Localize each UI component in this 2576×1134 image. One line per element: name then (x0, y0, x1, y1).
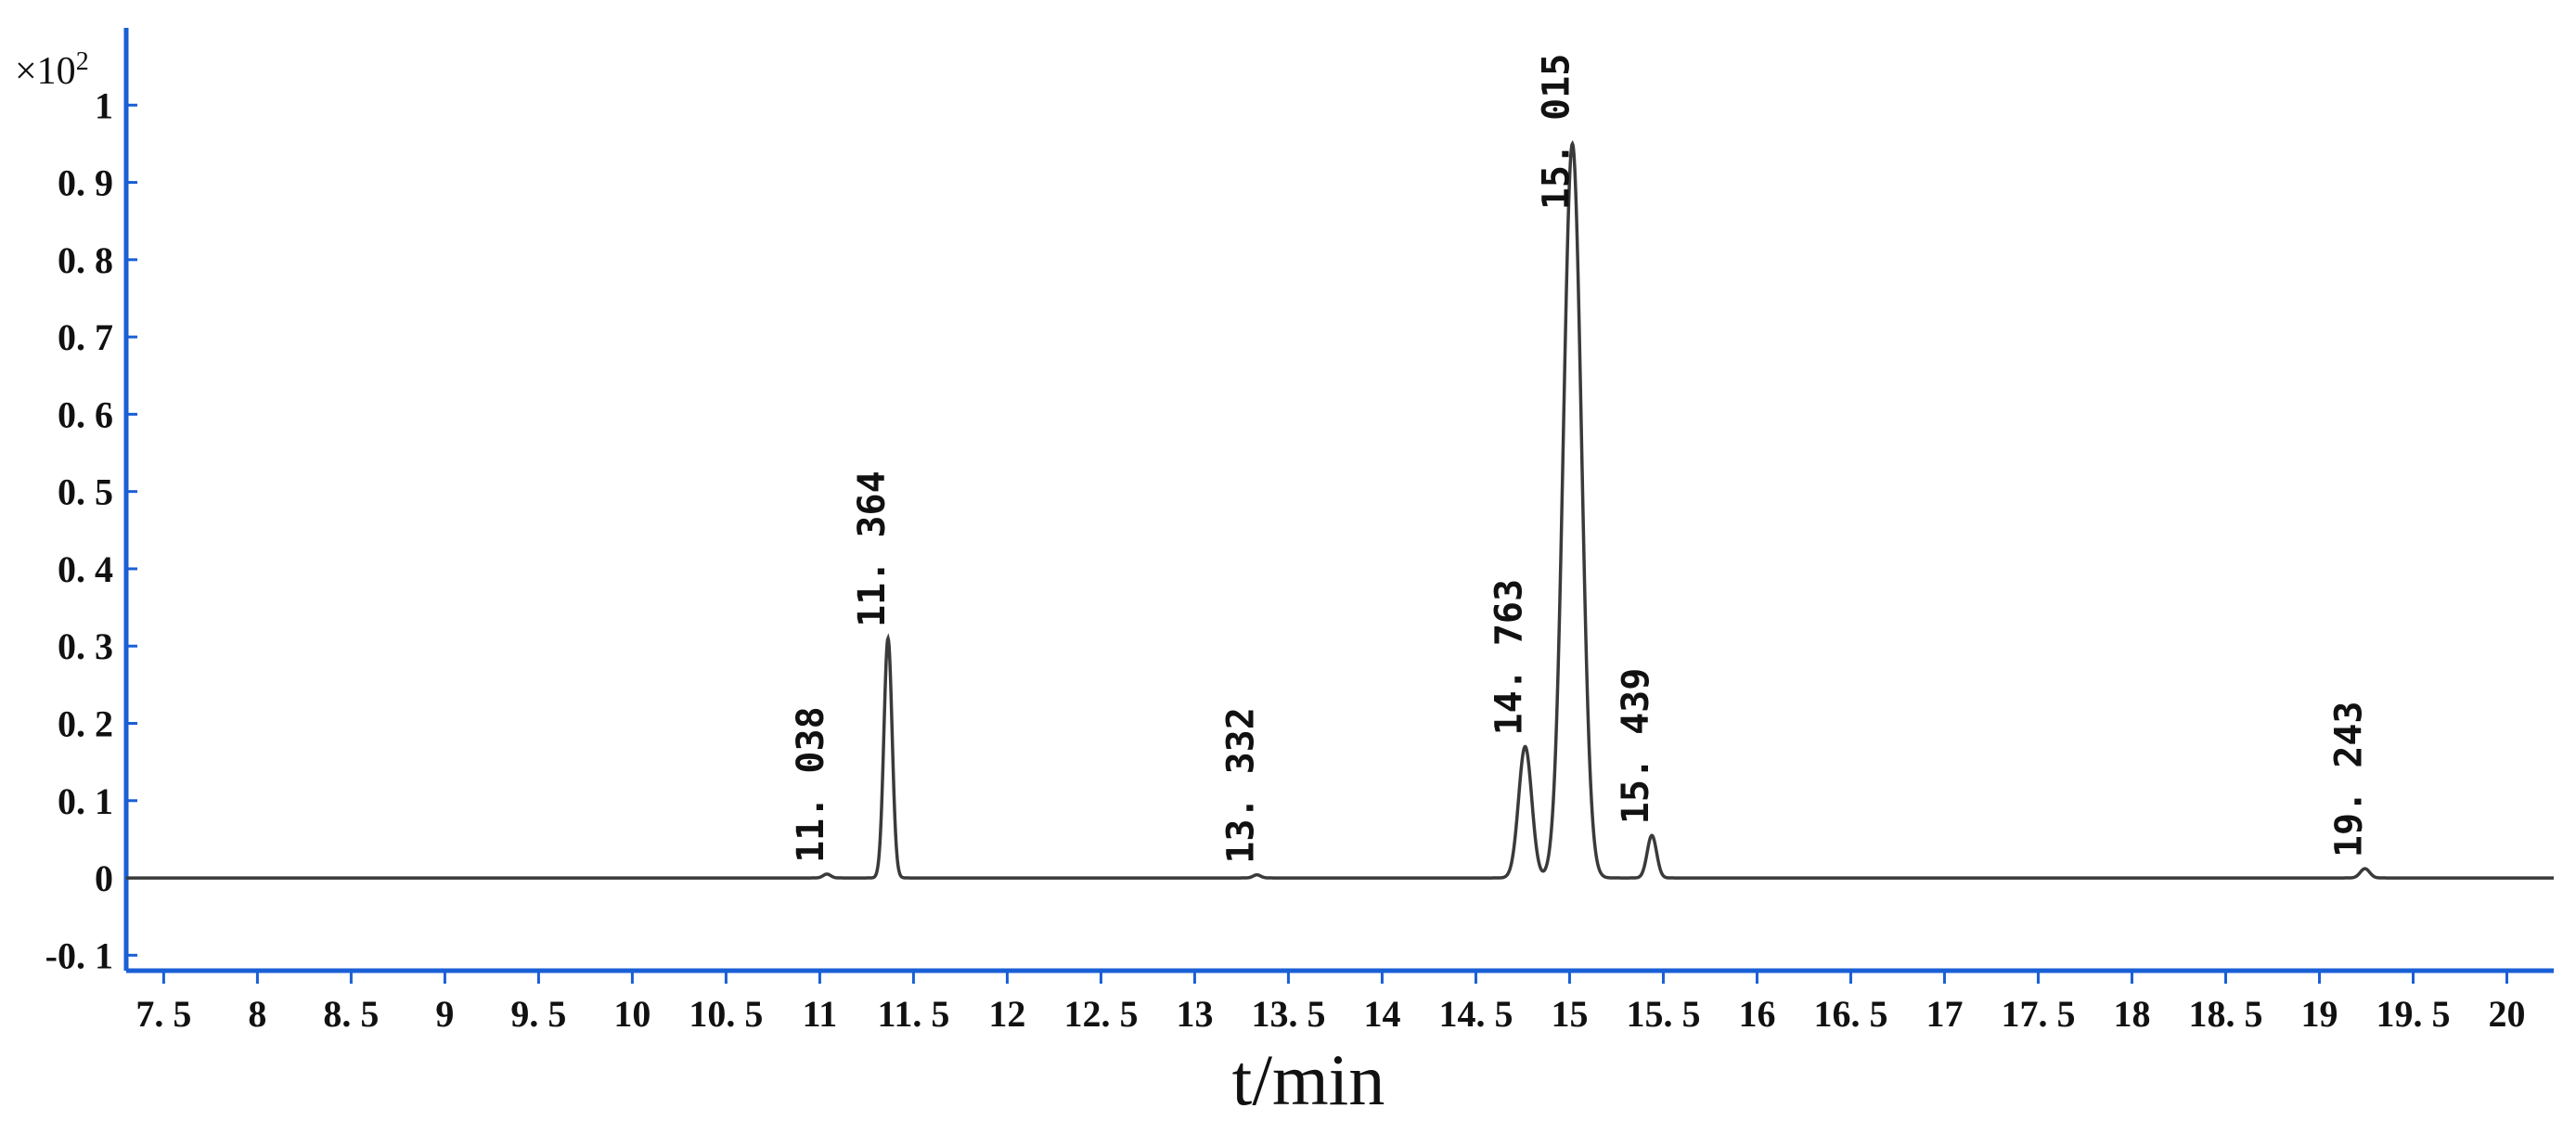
y-scale-exponent: 2 (76, 47, 89, 76)
x-tick-label: 7. 5 (135, 993, 191, 1035)
y-tick-label: 0. 9 (58, 162, 113, 204)
y-tick-label: 0. 8 (58, 239, 113, 281)
x-tick-label: 14 (1363, 993, 1400, 1035)
x-tick-label: 18. 5 (2188, 993, 2262, 1035)
y-scale-note: ×102 (15, 47, 89, 94)
y-scale-prefix: ×10 (15, 50, 76, 93)
peak-label: 13. 332 (1220, 707, 1263, 864)
x-tick-label: 11 (803, 993, 838, 1035)
peak-label: 11. 364 (851, 470, 894, 627)
x-tick-label: 12. 5 (1063, 993, 1138, 1035)
y-tick-label: 0. 2 (58, 703, 113, 745)
y-tick-label: 0. 6 (58, 393, 113, 435)
x-tick-label: 17. 5 (2001, 993, 2075, 1035)
x-tick-label: 18 (2113, 993, 2150, 1035)
x-tick-label: 16. 5 (1813, 993, 1887, 1035)
y-tick-label: -0. 1 (45, 934, 113, 976)
peak-label: 15. 439 (1615, 668, 1657, 825)
y-ticks: -0. 1 0 0. 1 0. 2 0. 3 0. 4 0. 5 0. 6 0. 7 0. 8 0.… (45, 84, 137, 976)
x-axis-title: t/min (1232, 1039, 1385, 1120)
peak-labels: 11. 038 11. 364 13. 332 14. 763 15. 015 15. 4… (790, 54, 2370, 864)
peak-label: 14. 763 (1488, 579, 1531, 736)
y-tick-label: 0. 7 (58, 316, 113, 358)
y-tick-label: 0. 5 (58, 471, 113, 513)
peak-label: 15. 015 (1535, 54, 1578, 211)
x-tick-label: 13 (1176, 993, 1213, 1035)
x-ticks: 7. 5 8 8. 5 9 9. 5 10 10. 5 11 11. 5 12 12. 5 13 13.… (135, 971, 2525, 1035)
y-tick-label: 0. 3 (58, 625, 113, 667)
x-tick-label: 14. 5 (1438, 993, 1513, 1035)
x-tick-label: 11. 5 (878, 993, 950, 1035)
x-tick-label: 8 (248, 993, 266, 1035)
x-tick-label: 15 (1551, 993, 1588, 1035)
peak-label: 19. 243 (2328, 701, 2371, 857)
x-tick-label: 15. 5 (1626, 993, 1700, 1035)
y-tick-label: 0. 1 (58, 780, 113, 822)
y-tick-label: 0 (95, 857, 113, 899)
x-tick-label: 20 (2488, 993, 2525, 1035)
x-tick-label: 12 (988, 993, 1025, 1035)
x-tick-label: 9. 5 (510, 993, 566, 1035)
x-tick-label: 8. 5 (323, 993, 379, 1035)
chromatogram-trace (126, 139, 2554, 880)
y-tick-label: 0. 4 (58, 548, 113, 590)
x-axis: 7. 5 8 8. 5 9 9. 5 10 10. 5 11 11. 5 12 12. 5 13 13.… (126, 968, 2554, 1035)
x-tick-label: 10 (613, 993, 650, 1035)
x-tick-label: 19. 5 (2376, 993, 2450, 1035)
peak-label: 11. 038 (790, 706, 832, 863)
y-axis: -0. 1 0 0. 1 0. 2 0. 3 0. 4 0. 5 0. 6 0. 7 0. 8 0.… (45, 28, 137, 976)
x-tick-label: 19 (2300, 993, 2338, 1035)
y-tick-label: 1 (95, 84, 113, 126)
x-tick-label: 17 (1926, 993, 1963, 1035)
x-tick-label: 10. 5 (689, 993, 763, 1035)
x-tick-label: 13. 5 (1251, 993, 1325, 1035)
x-tick-label: 9 (435, 993, 454, 1035)
x-tick-label: 16 (1738, 993, 1775, 1035)
